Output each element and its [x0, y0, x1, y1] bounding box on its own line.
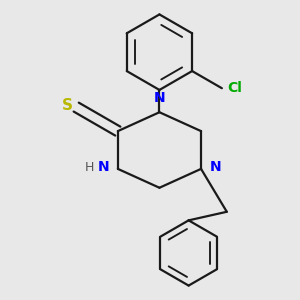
Text: N: N — [98, 160, 109, 174]
Text: N: N — [154, 92, 165, 105]
Text: N: N — [210, 160, 221, 174]
Text: H: H — [84, 161, 94, 174]
Text: S: S — [62, 98, 73, 113]
Text: Cl: Cl — [227, 81, 242, 95]
